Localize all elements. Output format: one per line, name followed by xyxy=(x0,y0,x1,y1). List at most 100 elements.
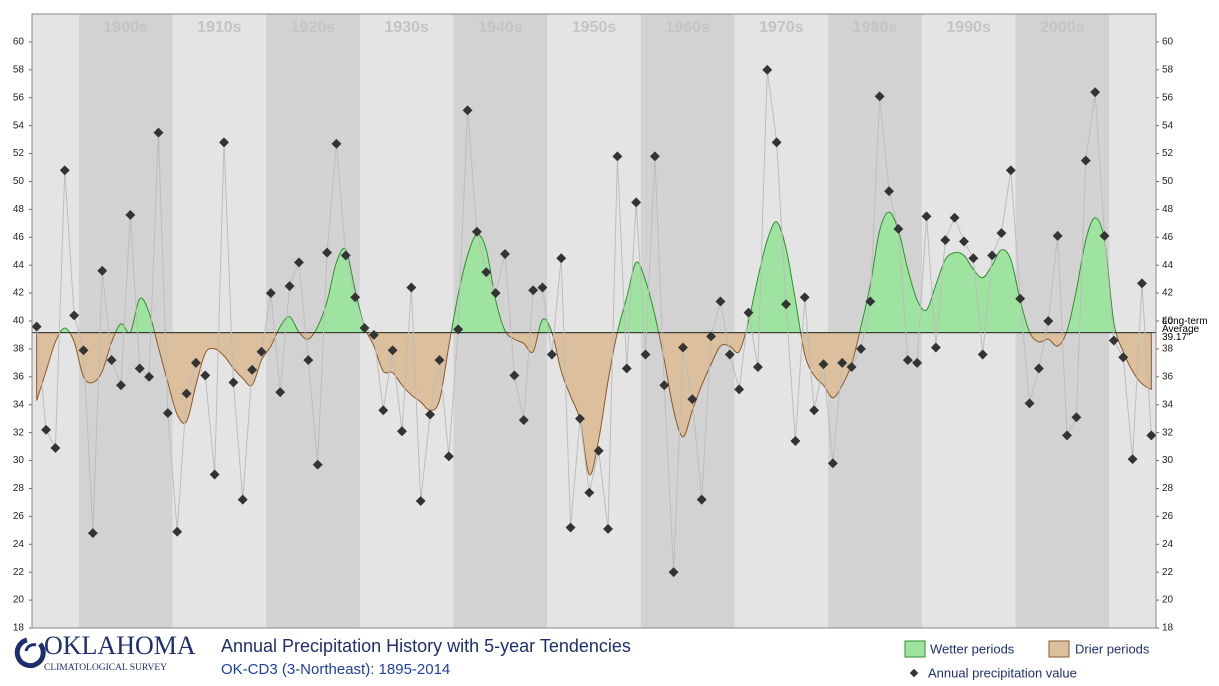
data-point xyxy=(856,343,866,354)
data-point xyxy=(434,355,445,366)
data-point xyxy=(752,362,763,372)
y-tick-label: 36 xyxy=(1162,371,1174,382)
data-point xyxy=(921,211,932,222)
data-point xyxy=(631,197,642,208)
y-tick-label: 34 xyxy=(1162,399,1174,410)
y-tick-label: 42 xyxy=(1162,288,1174,299)
data-point xyxy=(1043,316,1054,326)
data-point xyxy=(453,324,464,335)
y-tick-label: 26 xyxy=(13,511,25,522)
data-point xyxy=(415,496,426,506)
org-subname: CLIMATOLOGICAL SURVEY xyxy=(44,663,167,673)
data-point xyxy=(546,349,557,360)
data-point xyxy=(996,228,1007,239)
data-point xyxy=(387,345,398,356)
average-title: Long-term xyxy=(1162,316,1208,327)
data-point xyxy=(743,307,754,318)
y-tick-label: 58 xyxy=(13,64,25,75)
average-label: 39.17" xyxy=(1162,332,1191,343)
data-point xyxy=(987,250,998,261)
data-point xyxy=(1015,293,1026,304)
data-point xyxy=(687,394,698,405)
data-point xyxy=(209,469,220,480)
data-point xyxy=(1137,278,1147,289)
y-tick-label: 46 xyxy=(13,232,25,243)
y-tick-label: 44 xyxy=(13,260,25,271)
y-tick-label: 24 xyxy=(13,539,25,550)
data-point xyxy=(593,445,604,456)
data-point xyxy=(1033,363,1044,374)
data-point xyxy=(359,323,370,333)
data-point xyxy=(1024,398,1035,409)
data-point xyxy=(481,267,492,278)
data-point xyxy=(1118,352,1129,363)
org-name: OKLAHOMA xyxy=(44,631,196,660)
data-point xyxy=(378,405,389,416)
data-point xyxy=(977,349,988,360)
data-point xyxy=(696,494,707,505)
y-tick-label: 56 xyxy=(13,92,25,103)
data-point xyxy=(500,249,510,259)
y-tick-label: 48 xyxy=(13,204,25,215)
data-point xyxy=(734,384,745,395)
x-tick-label: 1900s xyxy=(103,19,148,36)
data-point xyxy=(397,426,407,437)
data-point xyxy=(827,458,838,469)
data-point xyxy=(781,299,791,310)
data-point xyxy=(1099,230,1110,241)
data-point xyxy=(1127,454,1138,465)
data-point xyxy=(87,528,98,539)
data-point xyxy=(294,257,304,268)
data-point xyxy=(724,349,735,360)
x-tick-label: 1910s xyxy=(197,19,242,36)
data-point xyxy=(584,487,595,498)
data-point xyxy=(368,330,379,340)
data-point xyxy=(144,371,155,382)
data-point xyxy=(621,363,632,374)
y-tick-label: 48 xyxy=(1162,204,1174,215)
y-tick-label: 54 xyxy=(1162,120,1174,131)
y-tick-label: 50 xyxy=(1162,176,1174,187)
y-tick-label: 44 xyxy=(1162,260,1174,271)
legend-label: Wetter periods xyxy=(930,641,1015,656)
data-point xyxy=(1062,430,1072,441)
y-tick-label: 22 xyxy=(1162,567,1174,578)
data-point xyxy=(940,235,951,246)
data-point xyxy=(340,250,351,261)
y-tick-label: 60 xyxy=(13,37,25,48)
data-point xyxy=(715,296,726,307)
data-point xyxy=(799,292,810,303)
data-point xyxy=(640,349,651,360)
data-point xyxy=(425,409,436,420)
x-tick-label: 1930s xyxy=(384,19,429,36)
y-tick-label: 26 xyxy=(1162,511,1174,522)
y-tick-label: 40 xyxy=(1162,316,1174,327)
x-tick-label: 1920s xyxy=(291,19,336,36)
data-point xyxy=(884,186,894,197)
data-point xyxy=(1071,412,1082,423)
data-point xyxy=(331,138,342,149)
data-point xyxy=(612,151,623,162)
data-point xyxy=(1090,87,1101,98)
data-point xyxy=(443,451,454,462)
data-point xyxy=(668,567,679,578)
data-point xyxy=(762,64,773,75)
data-point xyxy=(312,459,323,470)
data-point xyxy=(809,405,820,416)
y-tick-label: 58 xyxy=(1162,64,1174,75)
y-tick-label: 32 xyxy=(13,427,25,438)
y-tick-label: 52 xyxy=(13,148,25,159)
y-tick-label: 40 xyxy=(13,316,25,327)
chart-subtitle: OK-CD3 (3-Northeast): 1895-2014 xyxy=(221,661,450,678)
data-point xyxy=(200,370,211,381)
y-tick-label: 22 xyxy=(13,567,25,578)
data-point xyxy=(865,296,876,307)
data-point xyxy=(172,526,183,537)
data-point xyxy=(659,380,670,391)
data-point xyxy=(1052,230,1063,241)
y-tick-label: 20 xyxy=(1162,595,1174,606)
data-point xyxy=(471,226,482,237)
data-point xyxy=(902,355,913,366)
data-point xyxy=(181,388,192,399)
